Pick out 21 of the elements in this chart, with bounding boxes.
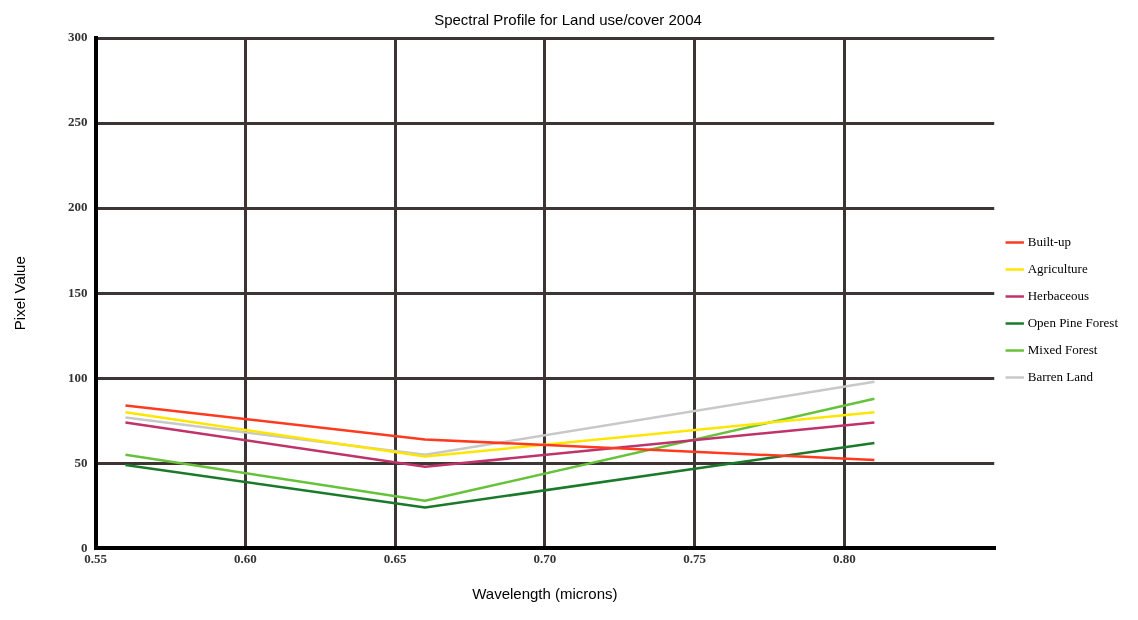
y-tick-label: 50 (74, 454, 88, 470)
legend-label: Open Pine Forest (1027, 314, 1119, 330)
legend-label: Agriculture (1027, 260, 1088, 276)
chart-title: Spectral Profile for Land use/cover 2004 (434, 11, 702, 29)
y-tick-label: 250 (68, 114, 88, 130)
x-tick-label: 0.65 (383, 550, 407, 566)
x-axis-title: Wavelength (microns) (472, 585, 618, 603)
legend-label: Barren Land (1027, 368, 1094, 384)
x-tick-label: 0.75 (683, 550, 707, 566)
legend-label: Mixed Forest (1027, 341, 1098, 357)
y-tick-label: 0 (81, 539, 88, 555)
y-tick-label: 300 (68, 29, 88, 45)
y-tick-label: 100 (68, 369, 88, 385)
x-tick-label: 0.80 (833, 550, 856, 566)
x-tick-label: 0.60 (233, 550, 257, 566)
y-axis-title: Pixel Value (11, 256, 29, 331)
legend-label: Herbaceous (1027, 287, 1090, 303)
y-tick-label: 150 (68, 284, 88, 300)
y-tick-label: 200 (68, 199, 88, 215)
x-tick-label: 0.70 (533, 550, 557, 566)
legend-label: Built-up (1027, 233, 1072, 249)
